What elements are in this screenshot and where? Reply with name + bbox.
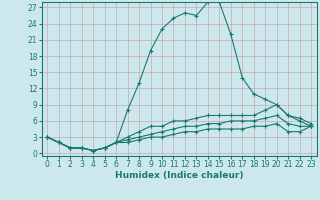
X-axis label: Humidex (Indice chaleur): Humidex (Indice chaleur) xyxy=(115,171,244,180)
